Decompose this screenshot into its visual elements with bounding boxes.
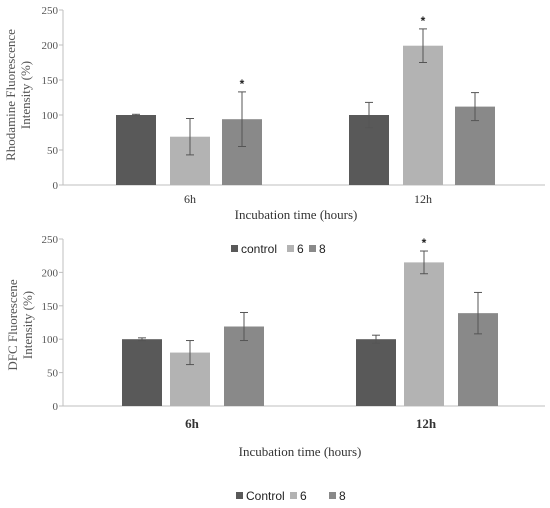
y-axis-title: DFC Fluorescene (5, 279, 20, 371)
bar (404, 262, 444, 406)
y-tick-label: 0 (53, 401, 59, 413)
significance-star: * (422, 236, 427, 250)
legend-swatch (329, 492, 336, 499)
bottom-legend: Control 6 8 (236, 489, 346, 503)
legend-swatch (231, 245, 238, 252)
y-tick-label: 100 (42, 334, 59, 346)
bar (356, 339, 396, 406)
x-axis-title: Incubation time (hours) (235, 207, 358, 222)
legend-swatch (287, 245, 294, 252)
y-axis-title: Intensity (%) (20, 291, 35, 359)
legend-swatch (236, 492, 243, 499)
rhodamine-chart: 0 50 100 150 200 250 * * 6h 12h Incubation time (h… (3, 5, 545, 222)
y-tick-label: 50 (47, 145, 59, 157)
legend: control 6 8 (231, 242, 326, 256)
y-tick-label: 200 (42, 40, 59, 52)
legend-label: 6 (297, 242, 304, 256)
y-tick-label: 0 (53, 180, 59, 192)
significance-star: * (421, 14, 426, 28)
y-tick-label: 150 (42, 301, 59, 313)
bar (116, 115, 156, 185)
x-axis-title: Incubation time (hours) (239, 444, 362, 459)
x-tick-label: 12h (414, 192, 432, 206)
y-axis-title: Intensity (%) (18, 61, 33, 129)
y-tick-label: 50 (47, 368, 59, 380)
y-tick-label: 250 (42, 5, 59, 17)
bar (122, 339, 162, 406)
x-tick-label: 12h (416, 416, 437, 431)
legend-label: 8 (339, 489, 346, 503)
y-tick-label: 150 (42, 75, 59, 87)
legend-label: Control (246, 489, 285, 503)
y-axis-title: Rhodamine Fluorescence (3, 29, 18, 161)
legend-swatch (290, 492, 297, 499)
y-tick-label: 250 (42, 234, 59, 246)
dfc-chart: 0 50 100 150 200 250 * 6h 12h Incubation time (ho… (5, 234, 545, 459)
legend-label: 6 (300, 489, 307, 503)
legend-swatch (309, 245, 316, 252)
legend-label: control (241, 242, 277, 256)
significance-star: * (240, 77, 245, 91)
x-tick-label: 6h (185, 416, 200, 431)
y-tick-label: 200 (42, 267, 59, 279)
legend-label: 8 (319, 242, 326, 256)
bar (403, 45, 443, 186)
x-tick-label: 6h (184, 192, 196, 206)
y-tick-label: 100 (42, 110, 59, 122)
